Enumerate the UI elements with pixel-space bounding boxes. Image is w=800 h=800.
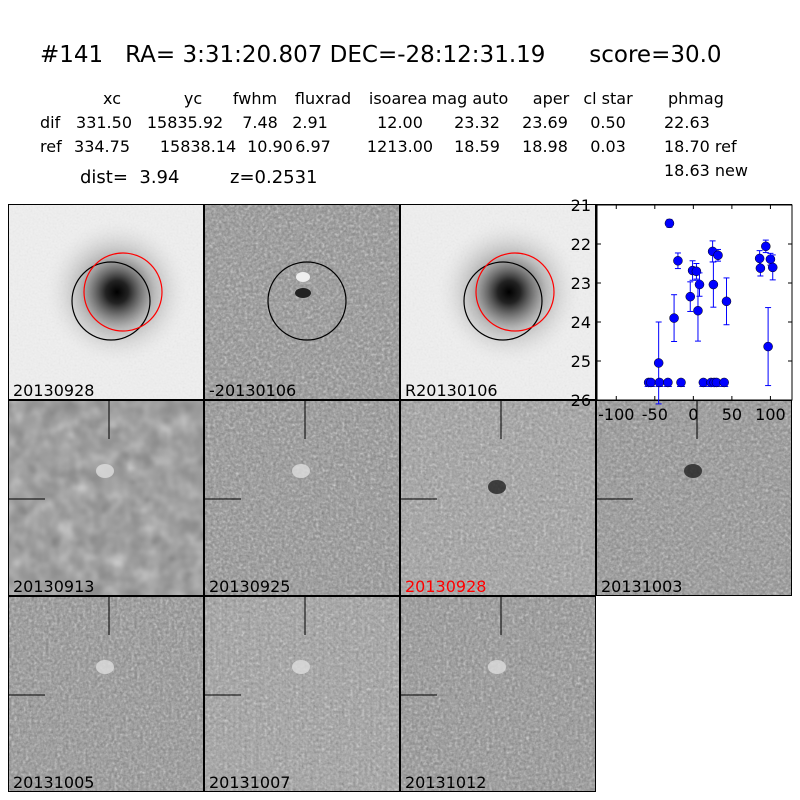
image-stamp-ref: R20130106 [400,204,596,400]
cell-value: 334.75 [74,137,130,156]
stamp-date-label: 20130913 [13,577,95,596]
black-aperture-circle [463,261,543,341]
cell-value: 12.00 [377,113,423,132]
data-point [693,305,703,316]
image-stamp-diff: -20130106 [204,204,400,400]
cell-value: 15835.92 [146,113,224,132]
stamp-date-label: 20131012 [405,773,487,792]
cell-value: 18.98 [522,137,568,156]
cell-value: 22.63 [664,113,710,132]
image-stamp-stamp: 20130925 [204,400,400,596]
image-stamp-stamp: 20131003 [596,400,792,596]
column-header: fluxrad [294,89,352,108]
stamp-date-label: 20131007 [209,773,291,792]
y-tick-label: 24 [571,313,591,332]
y-tick-label: 23 [571,274,591,293]
data-point [669,313,679,323]
black-aperture-circle [71,261,151,341]
row-label: ref [40,137,62,156]
stamp-date-label: 20131005 [13,773,95,792]
y-tick-label: 25 [571,352,591,371]
data-point [721,296,732,307]
data-point [673,256,683,266]
data-point [676,377,686,388]
column-header: phmag [668,89,724,108]
data-point [713,250,723,261]
data-point [663,377,673,388]
data-point [719,377,729,388]
data-point [755,263,766,273]
cell-value: 331.50 [76,113,132,132]
image-stamp-stamp: 20131005 [8,596,204,792]
column-header: xc [103,89,121,108]
light-curve-chart: 21 22 23 24 25 26 -100 -50 0 50 100 [571,196,793,424]
data-point [654,377,665,388]
phmag-new: 18.63 new [664,161,748,180]
cell-value: 18.59 [454,137,500,156]
red-aperture-circle [475,252,555,332]
stamp-date-label: 20130928 [13,381,95,400]
data-point [763,341,773,352]
column-header: yc [183,89,203,108]
stamp-date-label: 20130925 [209,577,291,596]
x-tick-label: -100 [598,405,634,424]
stamp-date-label: R20130106 [405,381,498,400]
image-stamp-stamp: 20131012 [400,596,596,792]
cell-value: 15838.14 [159,137,237,156]
image-stamp-stamp: 20130928 [400,400,596,596]
candidate-title: #141 RA= 3:31:20.807 DEC=-28:12:31.19 sc… [40,42,722,68]
cell-value: 0.50 [590,113,626,132]
y-tick-label: 21 [571,196,591,215]
cell-value: 10.90 [247,137,293,156]
y-tick-label: 26 [571,391,591,410]
stamp-date-label: 20131003 [601,577,683,596]
dist-value: dist= 3.94 [80,167,180,188]
x-tick-label: 100 [755,405,786,424]
image-stamp-stamp: 20130913 [8,400,204,596]
column-header: mag auto [431,89,509,108]
y-tick-label: 22 [571,235,591,254]
cell-value: 6.97 [295,137,331,156]
data-point [646,377,656,388]
column-header: isoarea [368,89,428,108]
stamp-date-label: 20130928 [405,577,487,596]
cell-value: 7.48 [242,113,278,132]
data-point [767,262,778,273]
redshift-value: z=0.2531 [230,167,318,188]
plot-area [596,204,793,401]
column-header: aper [532,89,570,108]
black-aperture-circle [267,261,347,341]
data-point [694,279,705,290]
data-point [761,241,771,252]
cell-value: 23.69 [522,113,568,132]
data-point [685,291,696,302]
column-header: fwhm [232,89,278,108]
x-tick-label: 0 [688,405,698,424]
x-tick-label: 50 [722,405,742,424]
x-tick-label: -50 [642,405,668,424]
column-header: cl star [583,89,633,108]
cell-value: 2.91 [292,113,328,132]
image-stamp-stamp: 20131007 [204,596,400,792]
data-point [765,254,776,264]
data-point [653,358,664,368]
cell-value: 1213.00 [366,137,434,156]
data-point [708,279,719,290]
cell-value: 18.70 ref [664,137,737,156]
image-stamp-ref: 20130928 [8,204,204,400]
data-point [691,266,702,277]
row-label: dif [40,113,61,132]
data-point [664,218,675,229]
cell-value: 0.03 [590,137,626,156]
data-point [754,253,765,264]
stamp-date-label: -20130106 [209,381,297,400]
cell-value: 23.32 [454,113,500,132]
red-aperture-circle [83,252,163,332]
